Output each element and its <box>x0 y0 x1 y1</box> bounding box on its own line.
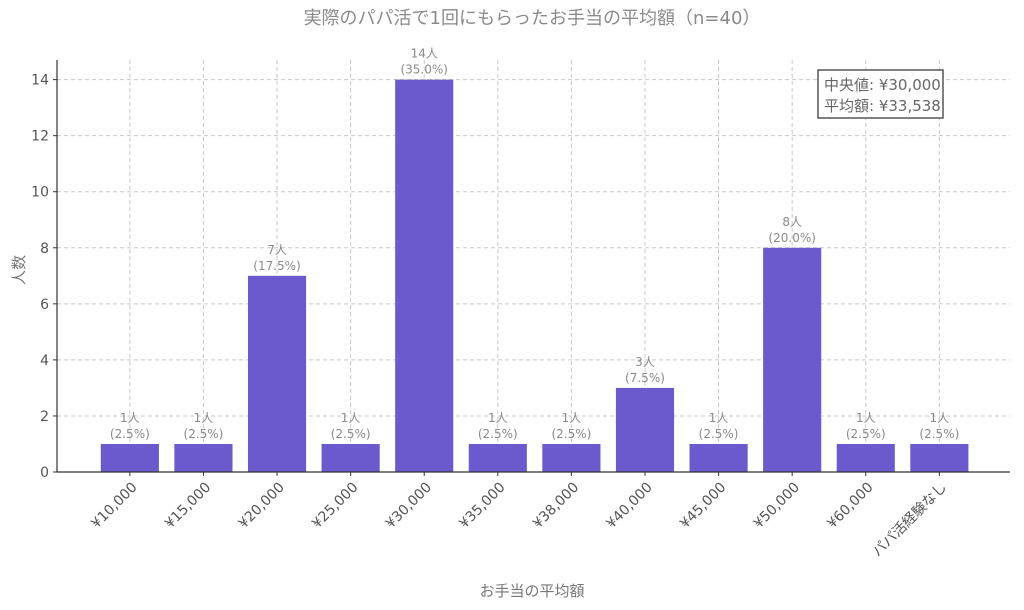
data-label-percent: (2.5%) <box>919 427 959 441</box>
bar <box>100 443 159 472</box>
bar <box>836 443 895 472</box>
x-tick-label: ¥30,000 <box>383 480 435 532</box>
bar <box>542 443 601 472</box>
data-label-count: 1人 <box>194 411 214 425</box>
bar <box>247 275 307 472</box>
y-tick-label: 12 <box>31 129 49 145</box>
bar <box>321 443 380 472</box>
stats-annotation: 中央値: ¥30,000 平均額: ¥33,538 <box>817 69 944 119</box>
data-label-percent: (7.5%) <box>625 371 665 385</box>
data-label-percent: (2.5%) <box>110 427 150 441</box>
y-tick-label: 2 <box>40 409 49 425</box>
bar <box>763 247 822 472</box>
y-axis-label: 人数 <box>10 255 28 285</box>
bar <box>615 387 675 472</box>
data-labels: 1人 (2.5%) 1人 (2.5%) 7人 (17.5%) 1人 (2.5%) 14人 (35.… <box>110 47 959 441</box>
x-tick-label: ¥35,000 <box>456 480 508 532</box>
data-label-count: 7人 <box>267 243 287 257</box>
data-label-count: 14人 <box>411 47 438 61</box>
bar <box>910 443 969 472</box>
data-label-percent: (2.5%) <box>551 427 591 441</box>
x-axis-label: お手当の平均額 <box>479 582 584 600</box>
x-tick-label: ¥50,000 <box>751 480 803 532</box>
bars <box>100 79 969 472</box>
data-label-percent: (2.5%) <box>184 427 224 441</box>
x-tick-label: ¥10,000 <box>88 480 140 532</box>
x-tick-label: ¥20,000 <box>236 480 288 532</box>
data-label-count: 1人 <box>562 411 582 425</box>
data-label-count: 3人 <box>635 355 655 369</box>
x-tick-label: パパ活経験なし <box>870 480 951 561</box>
data-label-percent: (2.5%) <box>699 427 739 441</box>
bar <box>395 79 454 472</box>
x-tick-label: ¥60,000 <box>824 480 876 532</box>
data-label-percent: (2.5%) <box>846 427 886 441</box>
chart-title: 実際のパパ活で1回にもらったお手当の平均額（n=40） <box>304 8 761 29</box>
y-tick-label: 6 <box>40 297 49 313</box>
data-label-count: 1人 <box>341 411 361 425</box>
y-tick-label: 4 <box>40 353 49 369</box>
data-label-percent: (20.0%) <box>768 231 815 245</box>
data-label-count: 1人 <box>488 411 508 425</box>
bar <box>468 443 527 472</box>
y-tick-label: 10 <box>31 185 49 201</box>
data-label-percent: (2.5%) <box>331 427 371 441</box>
axes: 0 2 4 6 8 10 12 14 ¥10,000 ¥15,000 ¥20,000 ¥25,000 ¥… <box>31 60 1010 560</box>
bar <box>174 443 233 472</box>
mean-text: 平均額: ¥33,538 <box>824 97 941 115</box>
y-tick-label: 8 <box>40 241 49 257</box>
data-label-percent: (17.5%) <box>253 259 300 273</box>
y-tick-label: 14 <box>31 73 49 89</box>
x-tick-label: ¥25,000 <box>309 480 361 532</box>
data-label-count: 1人 <box>856 411 876 425</box>
data-label-percent: (35.0%) <box>400 63 447 77</box>
data-label-count: 1人 <box>930 411 950 425</box>
y-tick-label: 0 <box>40 465 49 481</box>
x-tick-label: ¥15,000 <box>162 480 214 532</box>
x-tick-label: ¥38,000 <box>530 480 582 532</box>
bar <box>689 443 748 472</box>
data-label-percent: (2.5%) <box>478 427 518 441</box>
median-text: 中央値: ¥30,000 <box>824 76 941 94</box>
data-label-count: 1人 <box>709 411 729 425</box>
x-tick-label: ¥40,000 <box>604 480 656 532</box>
x-tick-label: ¥45,000 <box>677 480 729 532</box>
data-label-count: 1人 <box>120 411 140 425</box>
data-label-count: 8人 <box>782 215 802 229</box>
